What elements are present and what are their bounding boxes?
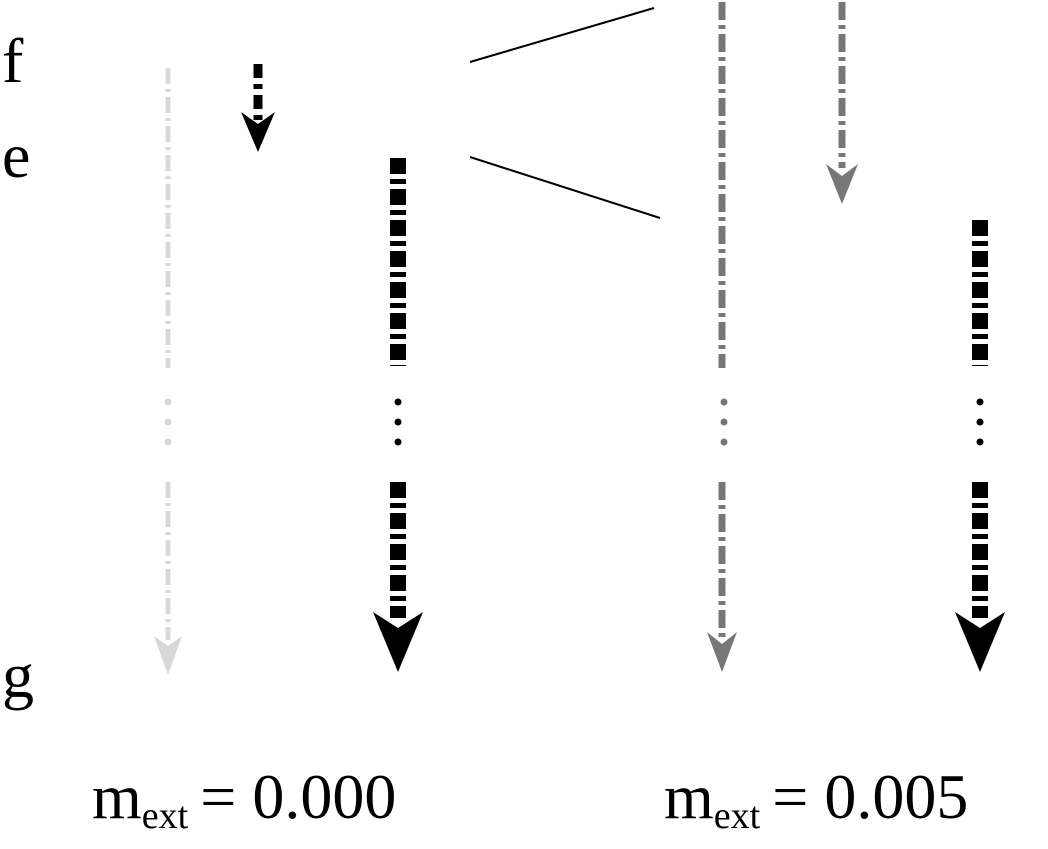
level-label-f: f [2, 25, 24, 96]
arrow-e-to-g-right [955, 220, 1005, 672]
condition-subscript: ext [714, 795, 761, 837]
condition-subscript: ext [142, 795, 189, 837]
arrow-e-to-g-left [373, 158, 423, 672]
connector-f [469, 7, 655, 63]
arrow-f-to-g-left [154, 68, 182, 675]
condition-label-right: mext = 0.005 [664, 761, 968, 837]
arrow-f-to-e-left [241, 64, 275, 152]
connector-e [469, 156, 661, 219]
condition-prefix: m [664, 761, 714, 832]
level-label-e: e [2, 120, 30, 191]
arrow-f-to-g-right [707, 2, 737, 672]
condition-value: = 0.000 [200, 761, 396, 832]
arrow-f-to-e-right [826, 2, 858, 204]
condition-value: = 0.005 [772, 761, 968, 832]
condition-prefix: m [92, 761, 142, 832]
condition-label-left: mext = 0.000 [92, 761, 396, 837]
svg-text:mext= 0.005: mext = 0.005 [664, 761, 968, 837]
svg-text:mext= 0.000: mext = 0.000 [92, 761, 396, 837]
level-label-g: g [2, 640, 34, 711]
